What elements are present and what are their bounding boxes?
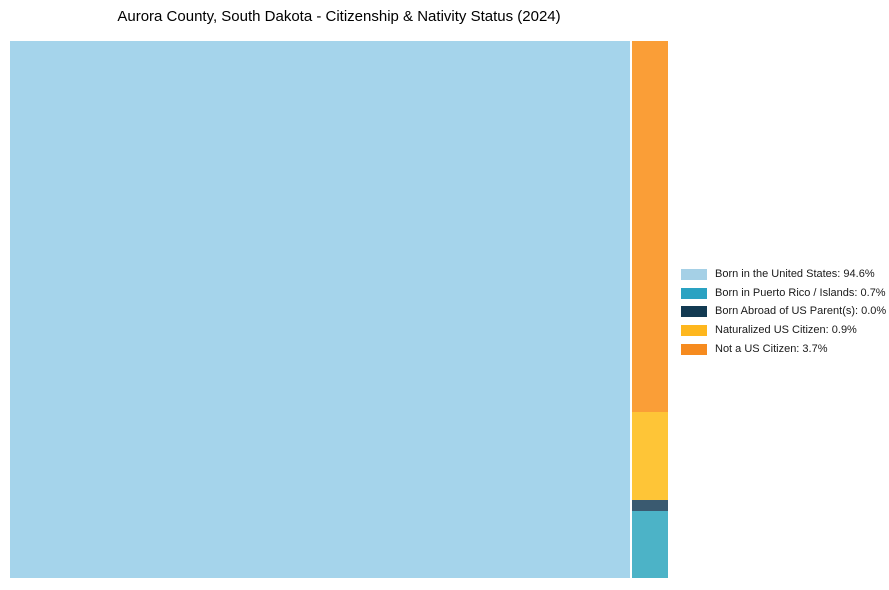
legend-label: Born Abroad of US Parent(s): 0.0% [715, 305, 887, 318]
treemap-tile-naturalized-us-citizen [632, 412, 668, 500]
legend-item-naturalized-us-citizen: Naturalized US Citizen: 0.9% [681, 321, 886, 340]
treemap-tile-born-in-puerto-rico-islands [632, 511, 668, 578]
legend-item-born-in-puerto-rico-islands: Born in Puerto Rico / Islands: 0.7% [681, 284, 886, 303]
treemap-tile-born-abroad-of-us-parent-s [632, 500, 668, 511]
legend-swatch-not-a-us-citizen [681, 343, 707, 355]
treemap-plot [10, 41, 668, 578]
legend-swatch-naturalized-us-citizen [681, 325, 707, 337]
legend-swatch-born-in-puerto-rico-islands [681, 287, 707, 299]
chart-legend: Born in the United States: 94.6% Born in … [681, 265, 886, 359]
treemap-tile-born-in-the-united-states [10, 41, 630, 578]
legend-item-born-abroad-of-us-parent-s: Born Abroad of US Parent(s): 0.0% [681, 303, 886, 322]
legend-label: Naturalized US Citizen: 0.9% [715, 324, 857, 337]
legend-item-not-a-us-citizen: Not a US Citizen: 3.7% [681, 340, 886, 359]
treemap-tile-not-a-us-citizen [632, 41, 668, 412]
legend-label: Born in the United States: 94.6% [715, 267, 875, 280]
legend-label: Not a US Citizen: 3.7% [715, 342, 828, 355]
legend-label: Born in Puerto Rico / Islands: 0.7% [715, 286, 886, 299]
legend-swatch-born-in-the-united-states [681, 268, 707, 280]
legend-item-born-in-the-united-states: Born in the United States: 94.6% [681, 265, 886, 284]
legend-swatch-born-abroad-of-us-parent-s [681, 306, 707, 318]
chart-title: Aurora County, South Dakota - Citizenshi… [117, 8, 561, 25]
